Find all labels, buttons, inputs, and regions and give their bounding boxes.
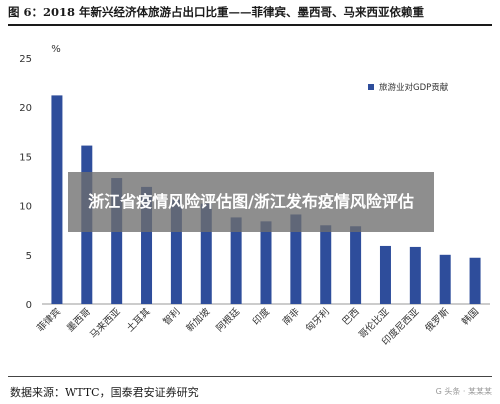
x-tick-label: 阿根廷 — [214, 305, 243, 334]
bar — [350, 226, 362, 304]
bar — [260, 221, 272, 304]
x-tick-label: 匈牙利 — [303, 306, 332, 335]
x-tick-label: 韩国 — [459, 306, 481, 328]
y-unit-label: % — [51, 44, 61, 55]
news-caption-overlay: 浙江省疫情风险评估图/浙江发布疫情风险评估 — [68, 172, 434, 232]
x-axis: 菲律宾 墨西哥马来西亚 土耳其 智利 新加坡 阿根廷 印度 南非 匈牙利 巴西哥伦比亚印度尼西亚俄… — [34, 303, 490, 348]
bar — [439, 254, 451, 304]
x-tick-label: 马来西亚 — [88, 306, 123, 341]
x-tick-label: 智利 — [161, 306, 183, 328]
data-source: 数据来源：WTTC，国泰君安证券研究 — [10, 386, 199, 399]
chart-title: 图 6：2018 年新兴经济体旅游占出口比重——菲律宾、墨西哥、马来西亚依赖重 — [8, 5, 425, 19]
y-tick-label: 20 — [19, 103, 32, 114]
bar — [320, 225, 332, 304]
bar — [469, 257, 481, 304]
bar — [290, 214, 302, 304]
y-tick-label: 0 — [26, 300, 32, 311]
bar — [51, 95, 63, 304]
x-tick-label: 巴西 — [340, 306, 361, 327]
bar — [111, 178, 123, 304]
bar — [170, 199, 182, 304]
overlay-caption: 浙江省疫情风险评估图/浙江发布疫情风险评估 — [88, 192, 414, 211]
legend-label: 旅游业对GDP贡献 — [379, 82, 449, 93]
bar — [409, 246, 421, 304]
y-tick-label: 10 — [19, 202, 32, 213]
bar — [141, 186, 153, 304]
legend: 旅游业对GDP贡献 — [368, 82, 449, 93]
x-tick-label: 南非 — [280, 305, 302, 327]
y-tick-label: 5 — [26, 251, 32, 262]
bar — [379, 245, 391, 304]
y-axis: % 0 5 10 15 20 25 — [19, 44, 60, 311]
bar-series — [51, 95, 481, 304]
title-rule — [8, 24, 492, 26]
x-tick-label: 墨西哥 — [65, 306, 93, 334]
x-tick-label: 俄罗斯 — [423, 305, 452, 334]
watermark: G 头条 · 某某某 — [435, 387, 492, 396]
bar — [230, 217, 242, 304]
x-tick-label: 印度 — [250, 305, 272, 327]
y-tick-label: 25 — [19, 54, 32, 65]
source-rule — [8, 376, 492, 377]
y-tick-label: 15 — [19, 152, 32, 163]
x-tick-label: 土耳其 — [124, 305, 153, 334]
legend-swatch — [368, 84, 374, 90]
bar — [200, 203, 212, 304]
x-tick-label: 菲律宾 — [34, 306, 63, 335]
x-tick-label: 新加坡 — [184, 305, 213, 334]
